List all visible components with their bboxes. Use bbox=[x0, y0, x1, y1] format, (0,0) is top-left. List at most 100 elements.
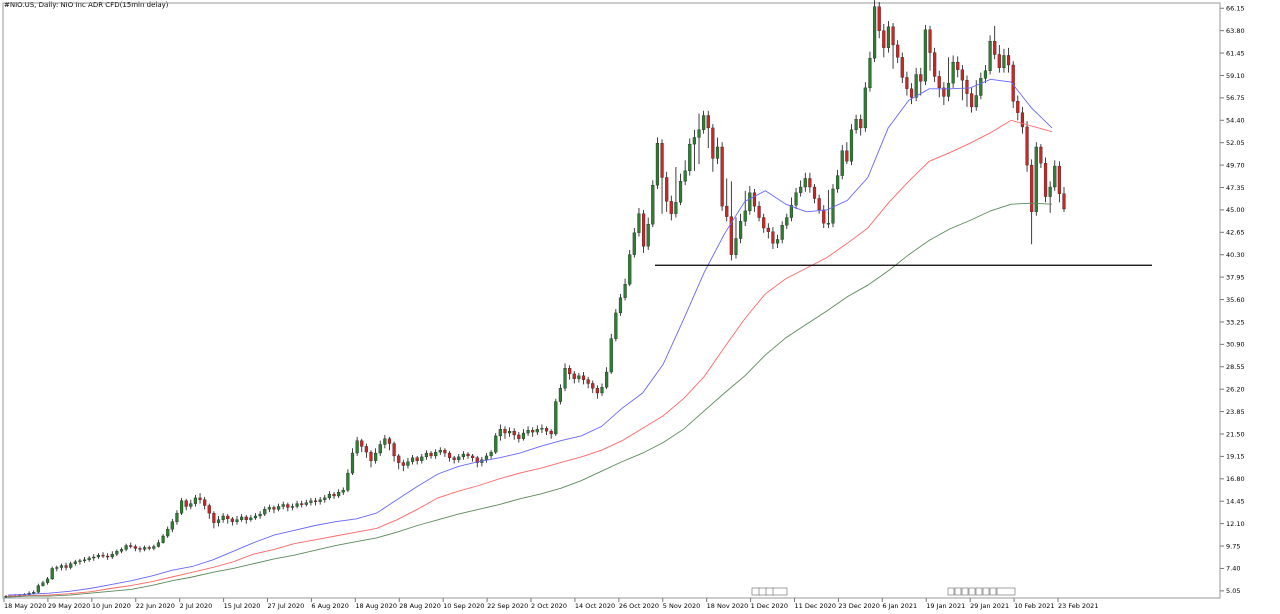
bull-candle bbox=[697, 129, 701, 138]
bear-candle bbox=[808, 178, 812, 188]
moving-average-line bbox=[7, 78, 1053, 596]
bear-candle bbox=[877, 6, 881, 31]
bull-candle bbox=[849, 129, 854, 162]
bull-candle bbox=[854, 119, 858, 130]
y-tick-label: 59.10 bbox=[1226, 72, 1245, 80]
bull-candle bbox=[82, 559, 87, 562]
bear-candle bbox=[965, 80, 969, 94]
bear-candle bbox=[812, 186, 817, 199]
bear-candle bbox=[720, 146, 724, 207]
candles bbox=[4, 0, 1066, 598]
bear-candle bbox=[129, 545, 133, 547]
bull-candle bbox=[166, 529, 170, 537]
bull-candle bbox=[836, 175, 840, 190]
bull-candle bbox=[868, 58, 872, 89]
bull-candle bbox=[290, 506, 295, 508]
y-tick-label: 42.65 bbox=[1226, 229, 1245, 237]
bull-candle bbox=[826, 223, 830, 225]
bear-candle bbox=[771, 231, 775, 244]
bull-candle bbox=[457, 456, 461, 460]
bull-candle bbox=[309, 500, 313, 503]
y-tick-label: 16.80 bbox=[1226, 475, 1245, 483]
bear-candle bbox=[1025, 126, 1029, 166]
bull-candle bbox=[872, 6, 877, 59]
bear-candle bbox=[207, 505, 211, 514]
bear-candle bbox=[369, 451, 373, 461]
bull-candle bbox=[249, 517, 253, 520]
y-tick-label: 19.15 bbox=[1226, 453, 1245, 461]
bear-candle bbox=[466, 453, 470, 457]
bull-candle bbox=[179, 500, 184, 514]
bear-candle bbox=[392, 443, 396, 457]
y-tick-label: 28.55 bbox=[1226, 363, 1245, 371]
bear-candle bbox=[669, 201, 673, 214]
bear-candle bbox=[572, 373, 576, 379]
bull-candle bbox=[327, 493, 331, 499]
bull-candle bbox=[605, 371, 609, 388]
bear-candle bbox=[919, 74, 923, 82]
bull-candle bbox=[702, 115, 706, 130]
bear-candle bbox=[928, 29, 932, 53]
bear-candle bbox=[665, 177, 669, 202]
event-markers bbox=[751, 587, 1016, 596]
bull-candle bbox=[420, 456, 424, 461]
bull-candle bbox=[45, 578, 50, 583]
bear-candle bbox=[586, 379, 590, 384]
bull-candle bbox=[803, 178, 807, 188]
bear-candle bbox=[956, 61, 960, 70]
bull-candle bbox=[623, 284, 627, 298]
bear-candle bbox=[817, 198, 821, 211]
bull-candle bbox=[216, 519, 221, 523]
bear-candle bbox=[891, 26, 895, 46]
chart-axes bbox=[2, 2, 1221, 599]
y-tick-label: 66.15 bbox=[1226, 5, 1245, 13]
bull-candle bbox=[637, 213, 641, 233]
bear-candle bbox=[905, 77, 909, 89]
bull-candle bbox=[863, 87, 867, 129]
plot-border bbox=[2, 2, 1221, 599]
x-tick-label: 18 Aug 2020 bbox=[355, 602, 397, 610]
x-tick-label: 14 Oct 2020 bbox=[575, 602, 615, 610]
bull-candle bbox=[161, 535, 165, 543]
bull-candle bbox=[628, 254, 632, 285]
y-tick-label: 37.95 bbox=[1226, 273, 1245, 281]
bull-candle bbox=[304, 502, 308, 505]
x-tick-label: 22 Jun 2020 bbox=[136, 602, 175, 610]
bull-candle bbox=[780, 225, 784, 240]
x-tick-label: 18 May 2020 bbox=[4, 602, 46, 610]
bear-candle bbox=[1062, 193, 1066, 210]
bear-candle bbox=[471, 455, 475, 458]
y-tick-label: 63.80 bbox=[1226, 27, 1245, 35]
bear-candle bbox=[762, 217, 766, 229]
bull-candle bbox=[734, 238, 738, 255]
bull-candle bbox=[554, 401, 558, 435]
bull-candle bbox=[434, 451, 438, 457]
bear-candle bbox=[387, 438, 392, 444]
bull-candle bbox=[240, 516, 244, 520]
bull-candle bbox=[646, 224, 650, 247]
bear-candle bbox=[641, 213, 646, 247]
bull-candle bbox=[383, 438, 387, 445]
y-tick-label: 5.05 bbox=[1226, 587, 1240, 595]
bull-candle bbox=[775, 239, 780, 244]
bear-candle bbox=[106, 555, 110, 558]
bear-candle bbox=[475, 457, 479, 463]
y-axis-ticks: 66.15 63.80 61.45 59.10 56.75 54.40 52.05 49.70… bbox=[1220, 5, 1245, 595]
bull-candle bbox=[799, 186, 803, 193]
bull-candle bbox=[318, 499, 322, 502]
bull-candle bbox=[974, 95, 978, 108]
bear-candle bbox=[960, 69, 964, 81]
bull-candle bbox=[618, 297, 623, 314]
x-tick-label: 23 Dec 2020 bbox=[838, 602, 880, 610]
y-tick-label: 56.75 bbox=[1226, 94, 1245, 102]
x-tick-label: 2 Jul 2020 bbox=[180, 602, 213, 610]
bear-candle bbox=[896, 44, 900, 58]
bull-candle bbox=[600, 387, 604, 394]
bull-candle bbox=[170, 521, 174, 530]
bull-candle bbox=[535, 429, 539, 433]
y-tick-label: 14.45 bbox=[1226, 498, 1245, 506]
bear-candle bbox=[401, 462, 405, 466]
bear-candle bbox=[595, 388, 599, 394]
bull-candle bbox=[484, 455, 489, 460]
